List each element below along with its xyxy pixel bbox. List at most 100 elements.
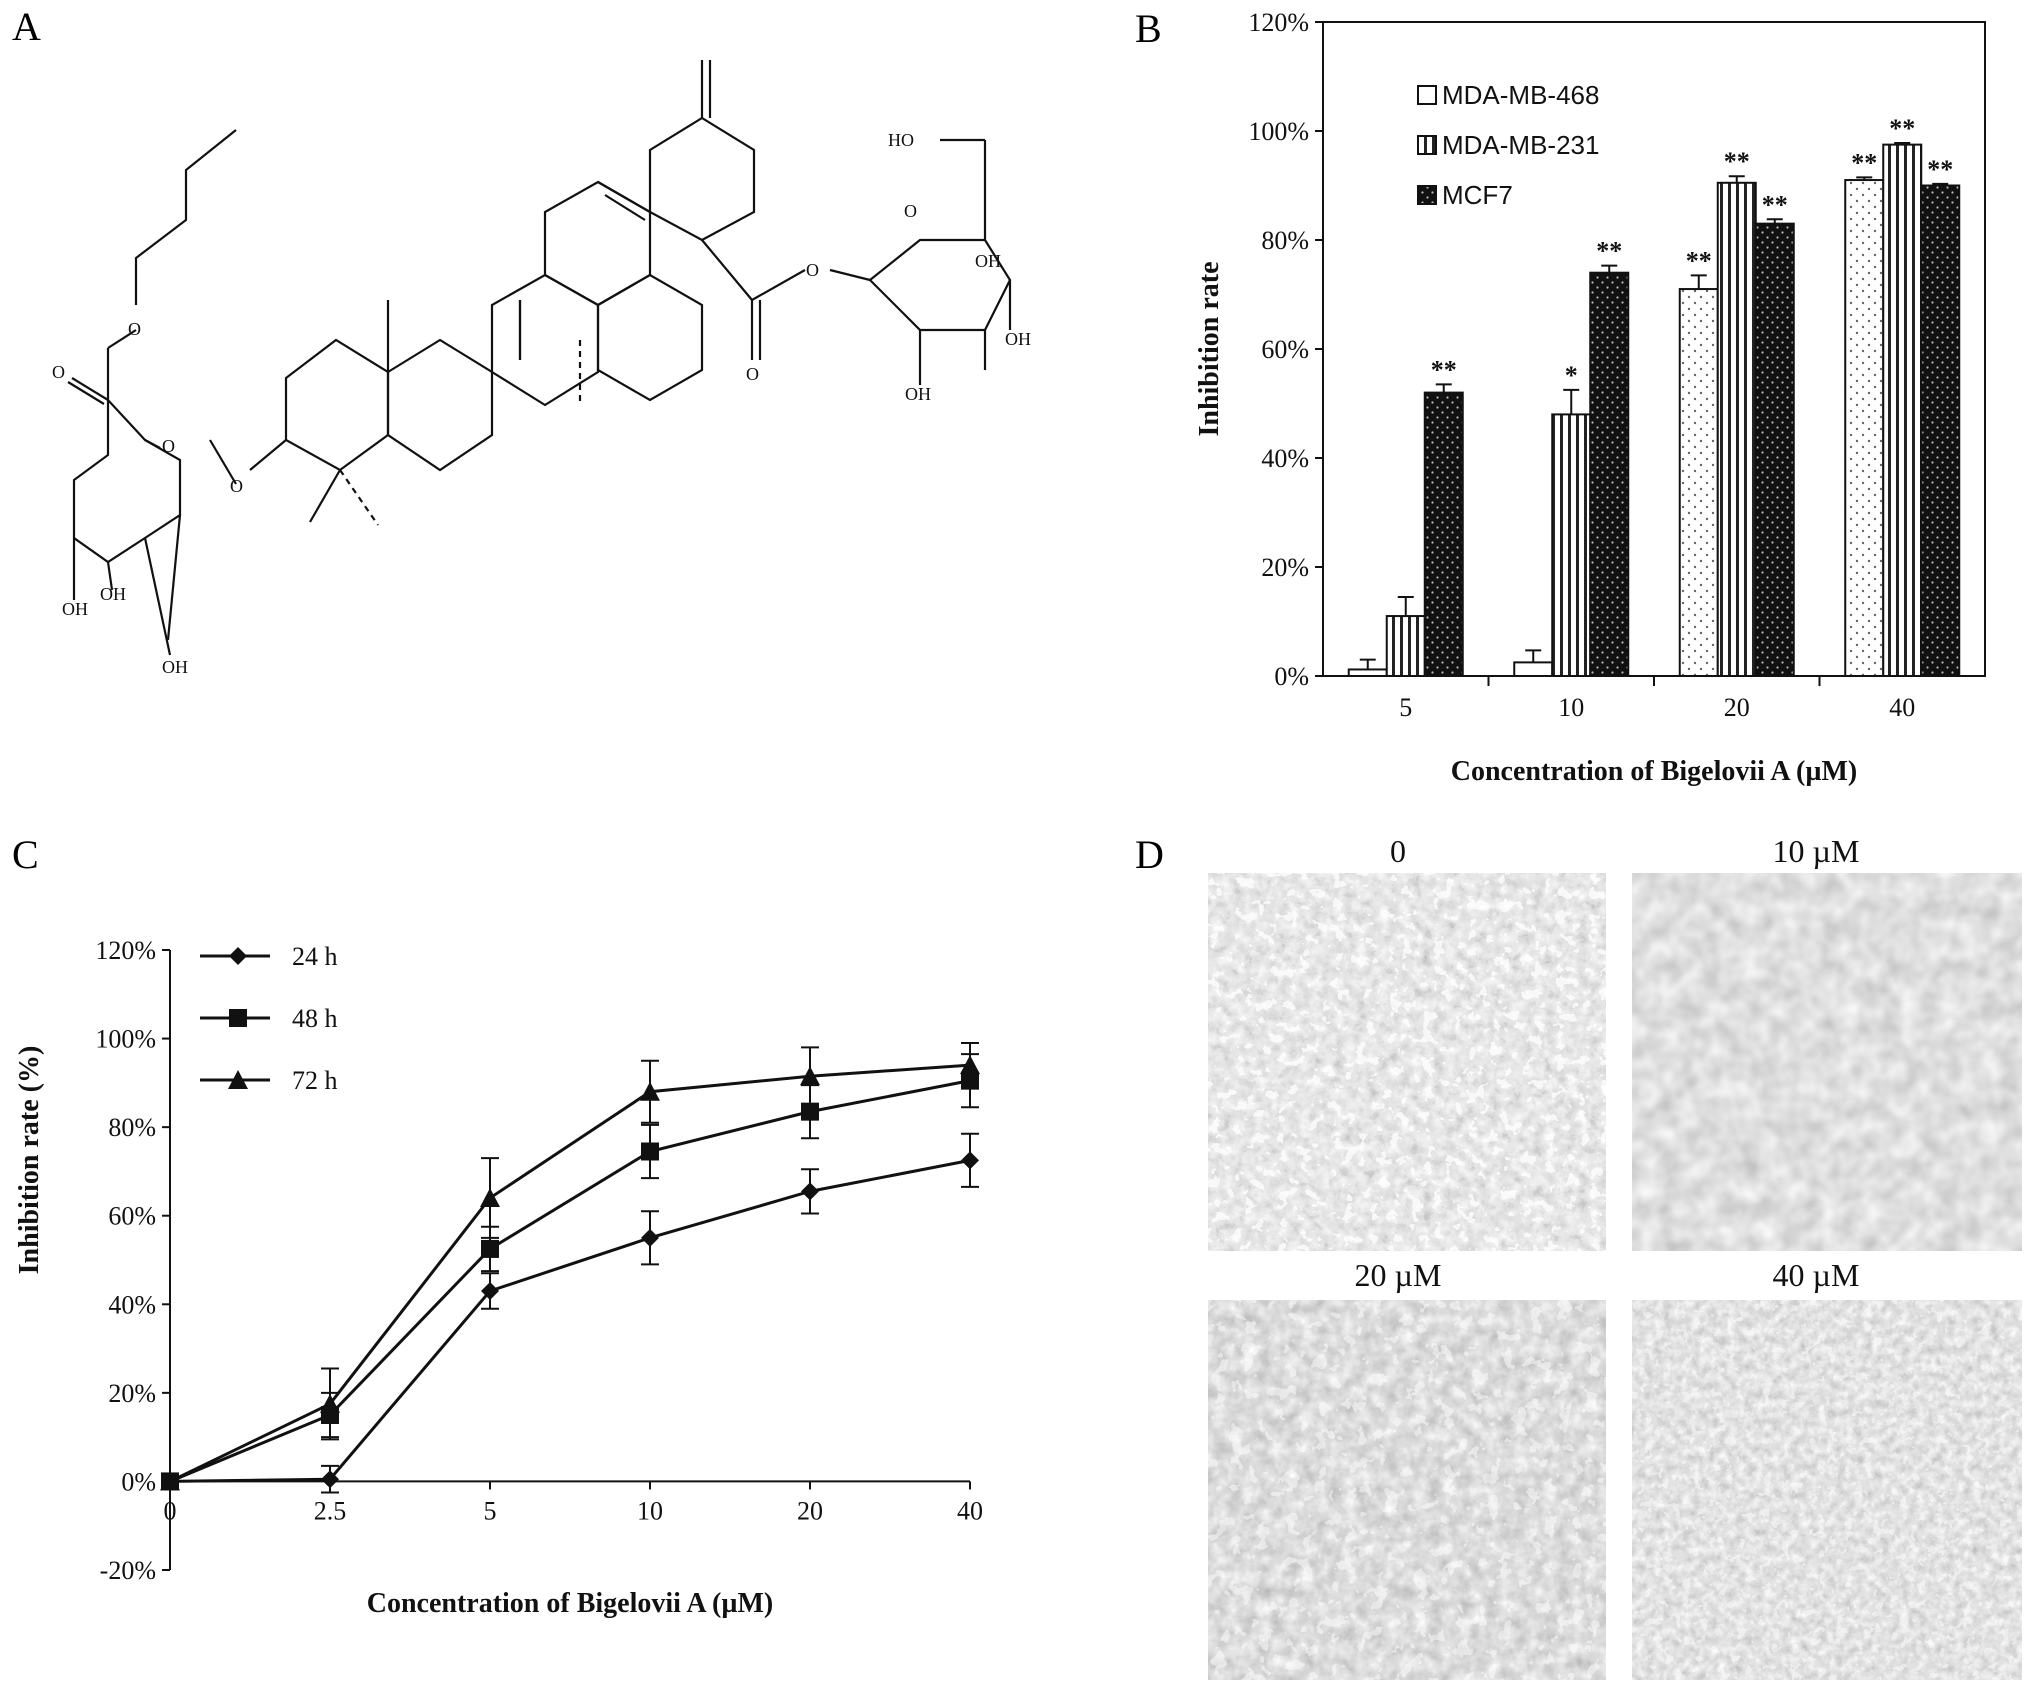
y-tick-label: 60% <box>1261 335 1309 364</box>
data-point-triangle <box>640 1081 660 1101</box>
panel-letter-c: C <box>12 832 39 877</box>
bar-mcf7 <box>1754 222 1795 677</box>
data-point-square <box>481 1239 499 1258</box>
bar-mcf7 <box>1589 271 1630 677</box>
atom-oh-2: OH <box>62 599 88 619</box>
bar-mda-mb-468 <box>1347 668 1388 678</box>
panel-letter-b: B <box>1135 6 1162 51</box>
y-tick-label: 20% <box>1261 553 1309 582</box>
y-tick-label: 80% <box>108 1113 156 1142</box>
bar-mcf7 <box>1920 184 1961 677</box>
data-point-triangle <box>800 1066 820 1086</box>
panel-letter-a: A <box>12 4 41 49</box>
panel-letter-d: D <box>1135 832 1164 877</box>
significance-mark: ** <box>1724 147 1750 176</box>
data-point-diamond <box>481 1282 499 1300</box>
data-point-triangle <box>960 1055 980 1075</box>
y-tick-label: 40% <box>1261 444 1309 473</box>
y-axis-label: Inhibition rate <box>1194 261 1225 436</box>
bar-mda-mb-468 <box>1844 179 1885 678</box>
micrograph-20 <box>1207 1299 1607 1681</box>
y-tick-label: -20% <box>100 1556 156 1585</box>
significance-mark: ** <box>1889 114 1915 143</box>
data-point-diamond <box>321 1470 339 1489</box>
data-point-diamond <box>641 1228 659 1247</box>
micrograph-label-40: 40 µM <box>1773 1257 1860 1293</box>
atom-o-ester-right: O <box>746 364 759 384</box>
significance-mark: ** <box>1431 355 1457 384</box>
micrograph-grid: 0 10 µM 20 µM 40 µM <box>1207 833 2023 1681</box>
significance-mark: ** <box>1686 246 1712 275</box>
legend-marker-square <box>229 1009 247 1027</box>
micrograph-label-0: 0 <box>1390 833 1406 869</box>
legend-entry: 48 h <box>292 1004 338 1033</box>
bar-chart-b: 0%20%40%60%80%100%120%5**10***20******40… <box>1194 8 1986 787</box>
x-tick-label: 40 <box>1889 693 1915 722</box>
data-point-triangle <box>480 1188 500 1207</box>
series-line-diamond <box>169 1158 971 1483</box>
significance-mark: ** <box>1762 190 1788 219</box>
y-tick-label: 0% <box>1274 662 1309 691</box>
x-axis-label: Concentration of Bigelovii A (µM) <box>1451 756 1858 787</box>
y-tick-label: 20% <box>108 1379 156 1408</box>
legend-entry: 72 h <box>292 1066 338 1095</box>
micrograph-10 <box>1631 872 2023 1252</box>
micrograph-label-20: 20 µM <box>1355 1257 1442 1293</box>
atom-o-link-left: O <box>230 476 243 496</box>
atom-o-ring-left: O <box>162 436 175 456</box>
bar-mda-mb-231 <box>1385 615 1426 677</box>
structure-atom-labels: O O O O OH OH OH O O O HO OH OH OH <box>52 130 1031 677</box>
x-axis-label: Concentration of Bigelovii A (µM) <box>367 1588 774 1619</box>
atom-o-ester-carbonyl: O <box>52 362 65 382</box>
y-tick-label: 120% <box>95 936 156 965</box>
x-tick-label: 10 <box>637 1496 663 1525</box>
x-tick-label: 20 <box>1724 693 1750 722</box>
x-tick-label: 5 <box>1399 693 1412 722</box>
micrograph-40 <box>1631 1299 2023 1681</box>
atom-oh-r3: OH <box>905 384 931 404</box>
legend-entry: 24 h <box>292 942 338 971</box>
significance-mark: * <box>1565 361 1578 390</box>
legend-entry: MCF7 <box>1442 180 1513 210</box>
legend-marker-triangle <box>228 1070 248 1089</box>
data-point-square <box>641 1142 659 1161</box>
legend-marker-diamond <box>229 947 247 965</box>
y-tick-label: 0% <box>121 1467 156 1496</box>
series-line-square <box>169 1079 971 1483</box>
bar-mcf7 <box>1423 391 1464 677</box>
atom-ho-right: HO <box>888 130 914 150</box>
significance-mark: ** <box>1927 155 1953 184</box>
x-tick-label: 20 <box>797 1496 823 1525</box>
data-point-square <box>801 1102 819 1121</box>
data-point-diamond <box>961 1151 979 1170</box>
data-point-triangle <box>160 1471 180 1491</box>
y-tick-label: 40% <box>108 1290 156 1319</box>
micrograph-0 <box>1207 872 1607 1252</box>
bar-mda-mb-468 <box>1513 661 1554 677</box>
series-line-triangle <box>169 1063 971 1483</box>
atom-oh-r1: OH <box>975 251 1001 271</box>
x-tick-label: 40 <box>957 1496 983 1525</box>
y-tick-label: 80% <box>1261 226 1309 255</box>
x-tick-label: 2.5 <box>314 1496 347 1525</box>
data-point-triangle <box>320 1393 340 1413</box>
atom-oh-1: OH <box>100 584 126 604</box>
legend-entry: MDA-MB-468 <box>1442 80 1599 110</box>
x-tick-label: 5 <box>484 1496 497 1525</box>
micrograph-label-10: 10 µM <box>1773 833 1860 869</box>
atom-o-link-right: O <box>806 260 819 280</box>
bar-mda-mb-231 <box>1882 143 1923 677</box>
legend-swatch <box>1417 135 1437 155</box>
legend-entry: MDA-MB-231 <box>1442 130 1599 160</box>
atom-o-ring-right: O <box>904 201 917 221</box>
atom-oh-3: OH <box>162 657 188 677</box>
y-tick-label: 120% <box>1248 8 1309 37</box>
bar-mda-mb-231 <box>1716 181 1757 677</box>
data-point-diamond <box>801 1182 819 1201</box>
y-axis-label: Inhibition rate (%) <box>14 1046 45 1275</box>
bar-mda-mb-231 <box>1551 413 1592 677</box>
legend-swatch <box>1417 185 1437 205</box>
y-tick-label: 60% <box>108 1202 156 1231</box>
atom-o-ester: O <box>128 319 141 339</box>
